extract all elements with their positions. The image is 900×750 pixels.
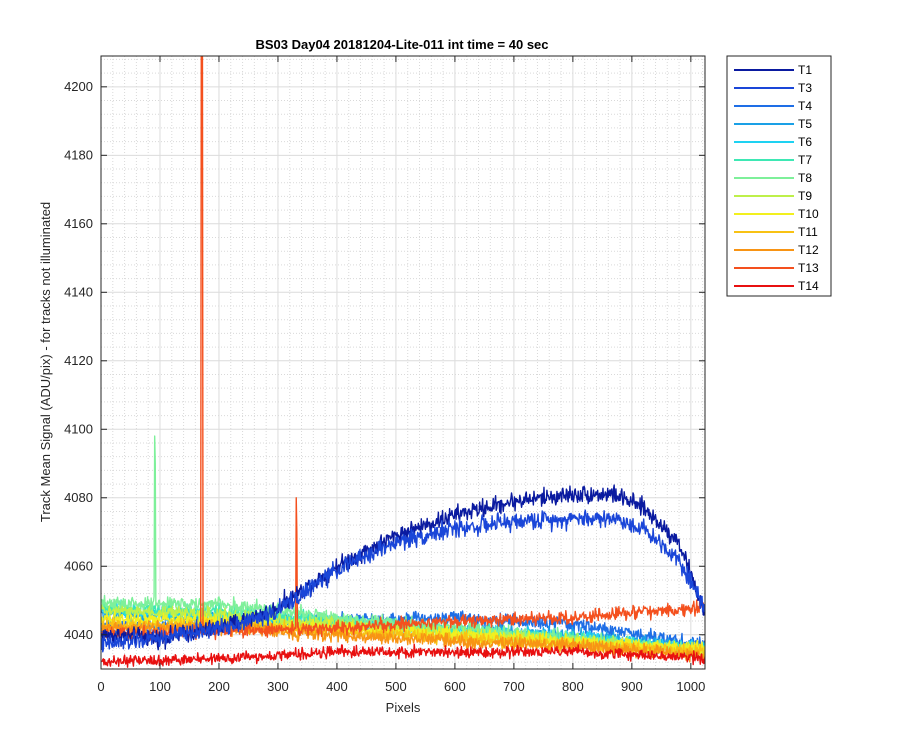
chart-title: BS03 Day04 20181204-Lite-011 int time = … (255, 37, 548, 52)
y-tick-label: 4160 (64, 216, 93, 231)
series-line-t14 (101, 643, 705, 668)
axis-ticks (100, 56, 705, 669)
legend-label-t14: T14 (798, 279, 819, 293)
x-tick-label: 700 (503, 679, 525, 694)
y-axis-label: Track Mean Signal (ADU/pix) - for tracks… (38, 202, 53, 522)
minor-grid (101, 56, 705, 669)
x-tick-label: 300 (267, 679, 289, 694)
x-tick-label: 400 (326, 679, 348, 694)
y-tick-label: 4200 (64, 79, 93, 94)
x-tick-label: 800 (562, 679, 584, 694)
x-axis-label: Pixels (386, 700, 421, 715)
legend-label-t12: T12 (798, 243, 819, 257)
plot-area (101, 56, 705, 669)
legend-label-t1: T1 (798, 63, 812, 77)
legend-label-t4: T4 (798, 99, 812, 113)
series-layer (101, 56, 705, 668)
x-tick-label: 900 (621, 679, 643, 694)
legend-box (726, 55, 832, 297)
y-tick-label: 4040 (64, 627, 93, 642)
x-tick-label: 0 (97, 679, 104, 694)
y-tick-label: 4180 (64, 147, 93, 162)
legend-label-t11: T11 (798, 225, 818, 239)
x-tick-label: 100 (149, 679, 171, 694)
legend: T1 T3 T4 T5 T6 T7 T8 T9 T10 T11 T12 T13 T14 (726, 55, 832, 297)
x-tick-label: 500 (385, 679, 407, 694)
series-line-t13 (101, 56, 705, 643)
y-tick-label: 4060 (64, 558, 93, 573)
y-tick-label: 4100 (64, 421, 93, 436)
legend-label-t8: T8 (798, 171, 812, 185)
legend-label-t7: T7 (798, 153, 812, 167)
plot-frame (100, 55, 706, 670)
x-tick-label: 600 (444, 679, 466, 694)
y-tick-label: 4140 (64, 284, 93, 299)
series-line-t9 (101, 604, 705, 659)
y-tick-label: 4080 (64, 490, 93, 505)
series-line-t12 (101, 619, 705, 663)
legend-label-t6: T6 (798, 135, 812, 149)
legend-label-t5: T5 (798, 117, 812, 131)
legend-label-t13: T13 (798, 261, 819, 275)
y-tick-labels: 4040 4060 4080 4100 4120 4140 4160 4180 4200 (64, 79, 93, 642)
y-tick-label: 4120 (64, 353, 93, 368)
legend-label-t9: T9 (798, 189, 812, 203)
x-tick-labels: 0 100 200 300 400 500 600 700 800 900 1000 (97, 679, 705, 694)
series-line-t3 (101, 509, 705, 653)
legend-label-t10: T10 (798, 207, 819, 221)
x-tick-label: 1000 (676, 679, 705, 694)
legend-label-t3: T3 (798, 81, 812, 95)
x-tick-label: 200 (208, 679, 230, 694)
